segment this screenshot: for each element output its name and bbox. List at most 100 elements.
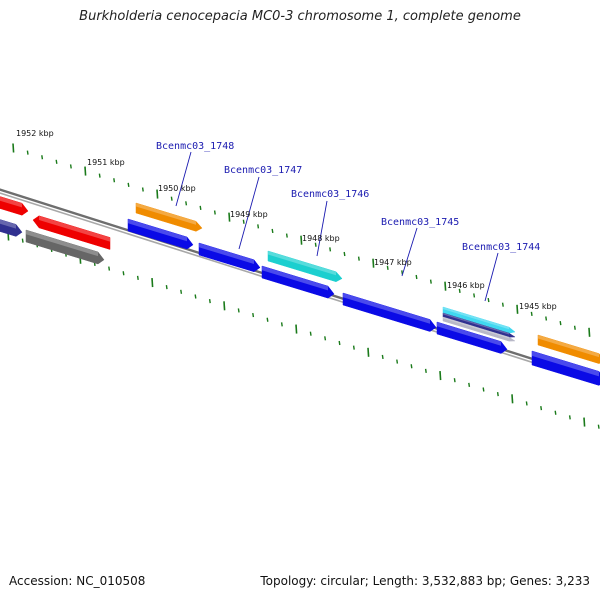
gene-bcenmc03-1746[interactable] (267, 250, 343, 283)
leader-bcenmc03-1746 (316, 200, 328, 257)
tick-label-1951: 1951 kbp (87, 158, 125, 167)
tick-marks (7, 143, 600, 429)
inner-scale-tick (568, 415, 571, 420)
cds-bcenmc03-1745[interactable] (342, 292, 437, 332)
inner-scale-tick (381, 354, 384, 360)
outer-scale-tick (26, 150, 29, 155)
map-title: Burkholderia cenocepacia MC0-3 chromosom… (79, 9, 521, 24)
inner-scale-tick (180, 289, 183, 294)
inner-scale-tick (108, 266, 111, 271)
accession-text: Accession: NC_010508 (9, 574, 146, 588)
inner-scale-tick (540, 405, 543, 411)
outer-scale-tick (69, 164, 72, 169)
inner-scale-tick (122, 271, 125, 276)
inner-scale-tick (136, 275, 139, 280)
inner-scale-tick (165, 285, 168, 290)
cds-gray-left[interactable] (25, 229, 105, 265)
outer-scale-tick (314, 242, 317, 247)
gene-bcenmc03-1748[interactable] (135, 202, 203, 232)
outer-scale-tick (242, 219, 245, 224)
outer-scale-tick (329, 247, 332, 252)
leader-bcenmc03-1748 (175, 151, 192, 207)
gene-red-left-2[interactable] (32, 215, 111, 250)
outer-scale-tick (12, 143, 15, 153)
inner-scale-tick (223, 301, 226, 311)
outer-scale-tick (213, 210, 216, 215)
outer-scale-tick (516, 304, 519, 314)
gene-features[interactable] (0, 195, 600, 386)
outer-scale-tick (271, 228, 274, 234)
inner-scale-tick (324, 336, 327, 341)
outer-scale-tick (386, 265, 389, 270)
outer-scale-tick (501, 302, 504, 307)
outer-scale-tick (285, 233, 288, 238)
outer-scale-tick (473, 293, 476, 298)
gene-bcenmc03-1744-shadow[interactable] (442, 316, 516, 342)
leader-bcenmc03-1745 (401, 227, 418, 277)
inner-scale-tick (482, 387, 485, 392)
inner-scale-tick (525, 401, 528, 406)
inner-scale-tick (194, 294, 197, 299)
inner-scale-tick (554, 410, 557, 415)
outer-scale-tick (545, 316, 548, 321)
gene-label-bcenmc03-1747[interactable]: Bcenmc03_1747 (224, 165, 302, 176)
gene-bcenmc03-1744[interactable] (442, 306, 516, 334)
outer-scale-tick (458, 288, 461, 293)
gene-labels[interactable]: Bcenmc03_1748 Bcenmc03_1747 Bcenmc03_174… (156, 141, 540, 253)
outer-scale-tick (41, 155, 44, 160)
inner-scale-tick (208, 299, 211, 304)
outer-scale-tick (487, 297, 490, 303)
leader-bcenmc03-1744 (484, 252, 499, 302)
gene-label-bcenmc03-1744[interactable]: Bcenmc03_1744 (462, 242, 540, 253)
outer-scale-tick (98, 173, 101, 178)
outer-scale-tick (588, 327, 591, 337)
gene-label-bcenmc03-1748[interactable]: Bcenmc03_1748 (156, 141, 234, 152)
inner-scale-tick (309, 331, 312, 336)
cds-navy-left[interactable] (0, 218, 23, 237)
leader-bcenmc03-1747 (238, 176, 260, 250)
outer-scale-tick (257, 224, 260, 229)
gene-bcenmc03-1744-cds-top[interactable] (442, 312, 516, 338)
inner-scale-tick (252, 312, 255, 318)
outer-scale-tick (199, 205, 202, 211)
outer-scale-tick (343, 251, 346, 257)
inner-scale-tick (597, 424, 600, 429)
outer-scale-tick (228, 212, 231, 222)
outer-scale-tick (170, 196, 173, 201)
gene-label-bcenmc03-1745[interactable]: Bcenmc03_1745 (381, 217, 459, 228)
outer-scale-tick (530, 311, 533, 316)
tick-label-1945: 1945 kbp (519, 302, 557, 311)
cds-bcenmc03-1748[interactable] (127, 218, 194, 250)
outer-scale-tick (84, 166, 87, 176)
gene-label-bcenmc03-1746[interactable]: Bcenmc03_1746 (291, 189, 369, 200)
inner-scale-tick (453, 378, 456, 383)
cds-bcenmc03-1744[interactable] (436, 321, 508, 354)
inner-scale-tick (410, 364, 413, 369)
inner-scale-tick (439, 370, 442, 381)
outer-scale-tick (185, 201, 188, 206)
gene-orange-right[interactable] (537, 334, 600, 364)
gene-red-left-1[interactable] (0, 195, 29, 216)
inner-scale-tick (511, 394, 514, 404)
inner-scale-tick (237, 308, 240, 313)
outer-scale-tick (141, 187, 144, 192)
inner-scale-tick (295, 324, 298, 334)
outer-scale-tick (357, 256, 360, 261)
tick-label-1946: 1946 kbp (447, 281, 485, 290)
cds-bcenmc03-1747[interactable] (198, 242, 261, 273)
inner-scale-tick (151, 277, 154, 288)
inner-scale-tick (496, 392, 499, 397)
outer-scale-tick (415, 274, 418, 280)
inner-scale-tick (266, 317, 269, 322)
tick-label-1948: 1948 kbp (302, 234, 340, 243)
inner-scale-tick (280, 322, 283, 327)
cds-right[interactable] (531, 350, 600, 386)
inner-scale-tick (468, 382, 471, 387)
outer-scale-tick (444, 281, 447, 291)
outer-scale-tick (300, 235, 303, 245)
tick-label-1952: 1952 kbp (16, 129, 54, 138)
inner-scale-tick (352, 345, 355, 350)
tick-label-1950: 1950 kbp (158, 184, 196, 193)
cds-bcenmc03-1746[interactable] (261, 265, 335, 299)
